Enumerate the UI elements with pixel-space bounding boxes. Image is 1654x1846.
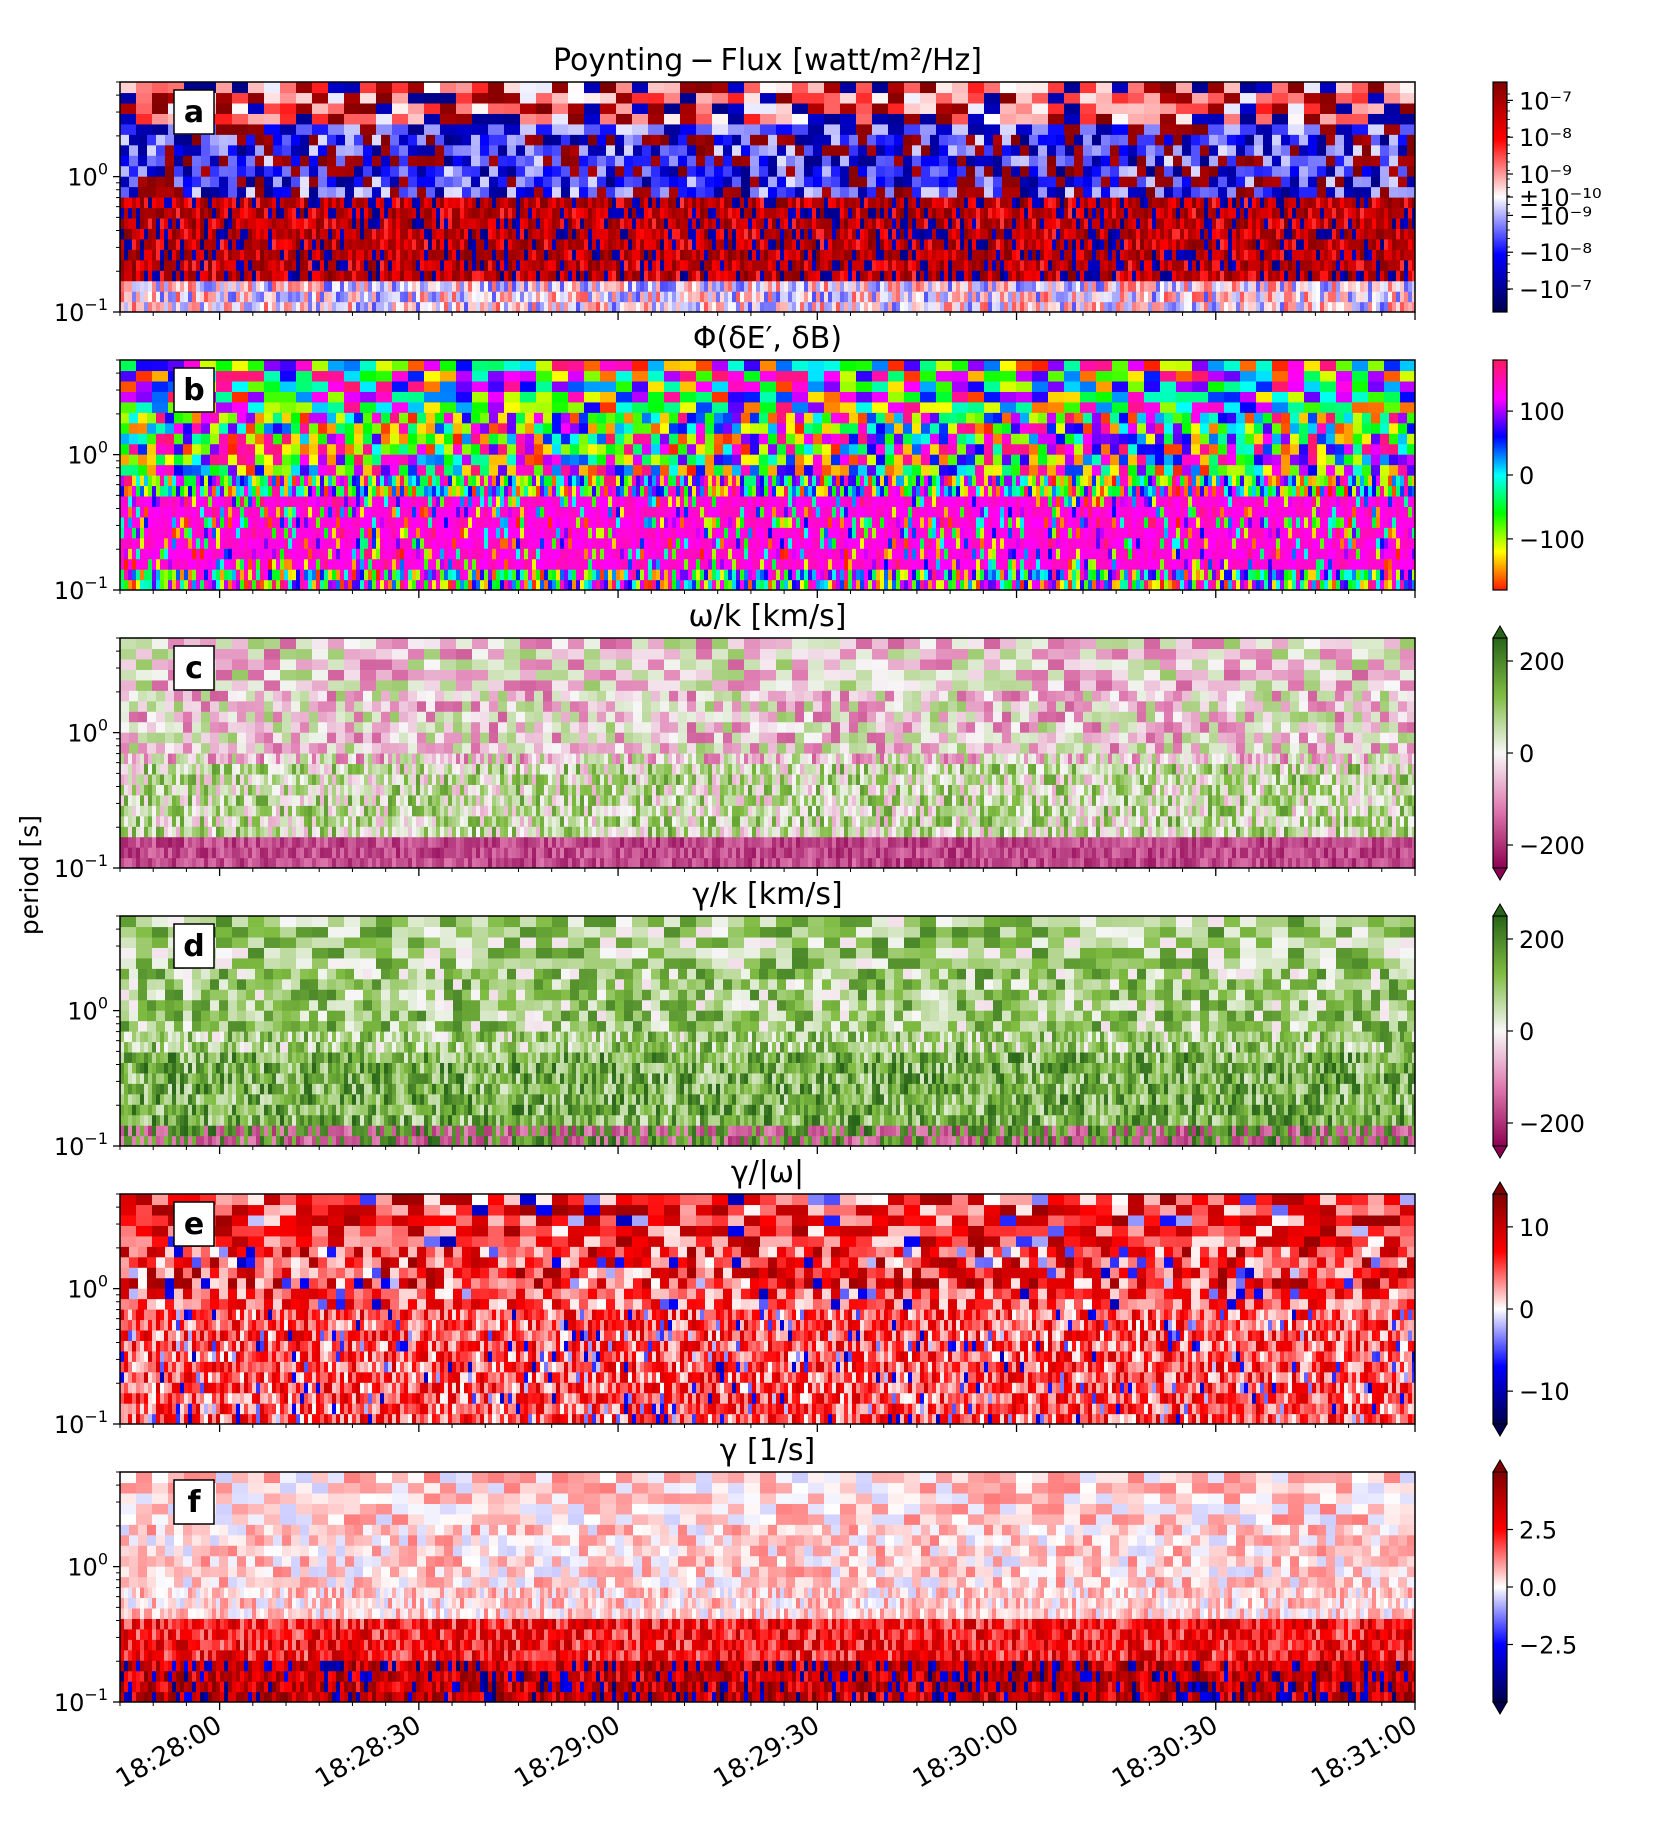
x-tick-label: 18:30:30	[1107, 1710, 1223, 1794]
colorbar-f: 2.5 0.0 −2.5	[1492, 1459, 1577, 1715]
colorbar-tick-label: 0	[1519, 1296, 1534, 1324]
x-tick-label: 18:28:00	[111, 1710, 227, 1794]
y-tick-label: 100	[67, 438, 108, 470]
y-tick-label: 10−1	[54, 295, 108, 327]
y-tick-label: 100	[67, 1550, 108, 1582]
colorbar-tick-label: 10⁻⁷	[1519, 87, 1572, 115]
heatmap-d	[120, 916, 1415, 1146]
colorbar-tick-label: 200	[1519, 926, 1565, 954]
colorbar-tick-label: −10⁻⁹	[1519, 202, 1592, 230]
y-tick-label: 100	[67, 994, 108, 1026]
axes-frame	[119, 637, 1416, 869]
panel-title: γ/k [km/s]	[692, 877, 843, 912]
y-axis-label: period [s]	[15, 815, 44, 935]
colorbar-tick-label: −10	[1519, 1378, 1570, 1406]
panel-b: 10−1 100 Φ(δE′, δB) b 100 0 −100	[54, 321, 1585, 605]
colorbar-tick-label: ±10⁻¹⁰	[1519, 184, 1602, 212]
axes-frame	[119, 1193, 1416, 1425]
axes-frame	[119, 1471, 1416, 1703]
y-tick-label: 100	[67, 1272, 108, 1304]
panel-f: 10−1 100 γ [1/s] f 2.5 0.0 −2.5	[54, 1433, 1577, 1717]
panel-title: γ [1/s]	[720, 1433, 816, 1468]
colorbar-tick-label: 10⁻⁸	[1519, 124, 1572, 152]
colorbar-tick-label: −200	[1519, 1110, 1585, 1138]
colorbar-tick-label: 0	[1519, 1018, 1534, 1046]
colorbar-tick-label: 10⁻⁹	[1519, 161, 1572, 189]
axes-frame	[119, 81, 1416, 313]
colorbar-a: 10⁻⁷ 10⁻⁸ 10⁻⁹±10⁻¹⁰−10⁻⁹ −10⁻⁸ −10⁻⁷	[1492, 81, 1602, 313]
y-tick-label: 100	[67, 716, 108, 748]
colorbar-tick-label: 0	[1519, 462, 1534, 490]
x-tick-label: 18:29:00	[509, 1710, 625, 1794]
panel-letter: f	[187, 1485, 201, 1520]
panel-title: ω/k [km/s]	[689, 599, 847, 634]
colorbar-tick-label: 0.0	[1519, 1574, 1557, 1602]
colorbar-e: 10 0 −10	[1492, 1181, 1570, 1437]
heatmap-e	[120, 1194, 1415, 1424]
colorbar-tick-label: −10⁻⁷	[1519, 276, 1592, 304]
y-tick-label: 10−1	[54, 573, 108, 605]
y-tick-label: 10−1	[54, 1407, 108, 1439]
panel-letter-box	[173, 89, 215, 135]
heatmap-a	[120, 82, 1415, 312]
panel-letter: e	[184, 1207, 204, 1242]
panel-letter-box	[173, 923, 215, 969]
colorbar-tick-label: −200	[1519, 832, 1585, 860]
colorbar-tick-label: −2.5	[1519, 1632, 1577, 1660]
x-tick-label: 18:31:00	[1306, 1710, 1422, 1794]
y-tick-label: 100	[67, 160, 108, 192]
colorbar-tick-label: 200	[1519, 648, 1565, 676]
colorbar-b: 100 0 −100	[1492, 359, 1585, 591]
y-tick-label: 10−1	[54, 1129, 108, 1161]
axes-frame	[119, 359, 1416, 591]
colorbar-d: 200 0 −200	[1492, 903, 1585, 1159]
heatmap-f	[120, 1472, 1415, 1702]
panel-letter: d	[183, 929, 204, 964]
panel-letter-box	[173, 645, 215, 691]
x-tick-label: 18:28:30	[310, 1710, 426, 1794]
y-tick-label: 10−1	[54, 1685, 108, 1717]
x-tick-label: 18:29:30	[709, 1710, 825, 1794]
colorbar-tick-label: 0	[1519, 740, 1534, 768]
panel-title: γ/|ω|	[731, 1155, 804, 1190]
colorbar-tick-label: 10	[1519, 1214, 1550, 1242]
axes-frame	[119, 915, 1416, 1147]
panel-letter-box	[173, 1479, 215, 1525]
panel-letter: c	[185, 651, 203, 686]
panel-title: Φ(δE′, δB)	[693, 321, 842, 356]
colorbar-tick-label: −10⁻⁸	[1519, 239, 1592, 267]
heatmap-c	[120, 638, 1415, 868]
panel-title: Poynting − Flux [watt/m²/Hz]	[553, 43, 982, 78]
panel-letter: b	[183, 373, 204, 408]
colorbar-tick-label: 100	[1519, 398, 1565, 426]
panel-d: 10−1 100 γ/k [km/s] d 200 0 −200	[54, 877, 1585, 1161]
y-tick-label: 10−1	[54, 851, 108, 883]
x-tick-label: 18:30:00	[908, 1710, 1024, 1794]
colorbar-tick-label: −100	[1519, 526, 1585, 554]
panel-letter: a	[184, 95, 204, 130]
colorbar-tick-label: 2.5	[1519, 1517, 1557, 1545]
panel-a: 10−1 100 Poynting − Flux [watt/m²/Hz] a 10⁻⁷…	[54, 43, 1602, 327]
panel-letter-box	[173, 367, 215, 413]
panel-letter-box	[173, 1201, 215, 1247]
panel-c: 10−1 100 ω/k [km/s] c 200 0 −200	[54, 599, 1585, 883]
colorbar-c: 200 0 −200	[1492, 625, 1585, 881]
heatmap-b	[120, 360, 1415, 590]
